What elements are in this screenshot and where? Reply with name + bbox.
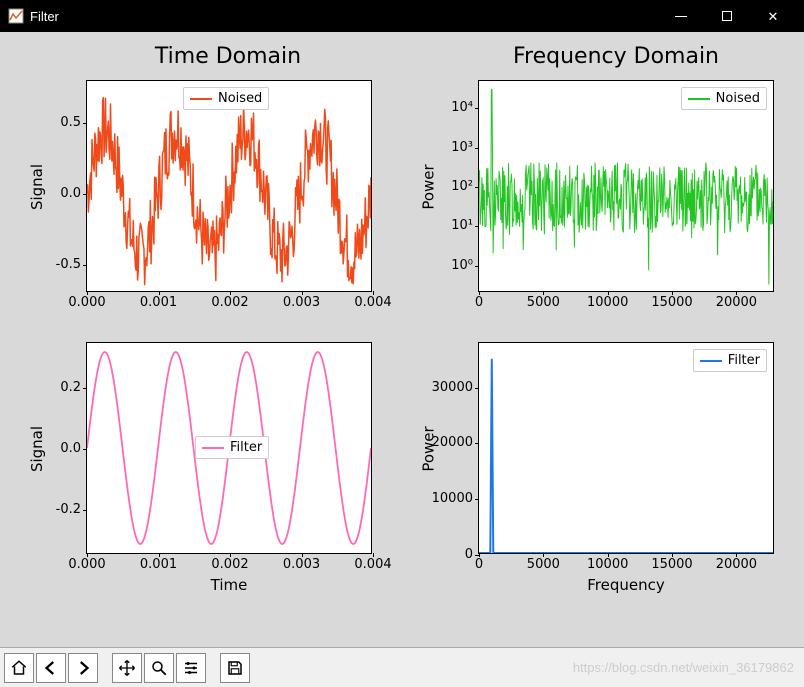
subplot-freq-noised: Noised 10⁰10¹10²10³10⁴050001000015000200…: [478, 80, 774, 292]
legend-swatch: [700, 360, 722, 362]
legend-freq-noised: Noised: [681, 87, 767, 110]
ylabel-time-filter: Signal: [28, 426, 46, 472]
legend-label: Noised: [716, 91, 760, 106]
ylabel-freq-noised: Power: [420, 164, 438, 209]
xlabel-time-filter: Time: [86, 576, 372, 594]
minimize-button[interactable]: [658, 0, 704, 32]
ytick-label: 30000: [432, 380, 479, 395]
legend-time-noised: Noised: [183, 87, 269, 110]
ytick-label: 20000: [432, 435, 479, 450]
legend-swatch: [202, 447, 224, 449]
subplot-time-filter: Filter -0.20.00.20.0000.0010.0020.0030.0…: [86, 342, 372, 554]
legend-swatch: [190, 98, 212, 100]
legend-label: Filter: [230, 440, 262, 455]
back-button[interactable]: [36, 653, 66, 683]
zoom-button[interactable]: [144, 653, 174, 683]
watermark-text: https://blog.csdn.net/weixin_36179862: [573, 660, 800, 675]
col-title-right: Frequency Domain: [456, 44, 776, 69]
legend-freq-filter: Filter: [693, 349, 767, 372]
app-icon: [8, 8, 24, 24]
subplot-freq-filter: Filter 010000200003000005000100001500020…: [478, 342, 774, 554]
ylabel-time-noised: Signal: [28, 164, 46, 210]
home-button[interactable]: [4, 653, 34, 683]
forward-button[interactable]: [68, 653, 98, 683]
pan-button[interactable]: [112, 653, 142, 683]
window-title: Filter: [30, 9, 59, 24]
subplot-time-noised: Noised -0.50.00.50.0000.0010.0020.0030.0…: [86, 80, 372, 292]
matplotlib-toolbar: https://blog.csdn.net/weixin_36179862: [0, 647, 804, 687]
legend-label: Noised: [218, 91, 262, 106]
figure-canvas: Time Domain Frequency Domain Noised -0.5…: [0, 32, 804, 647]
save-button[interactable]: [220, 653, 250, 683]
configure-button[interactable]: [176, 653, 206, 683]
legend-label: Filter: [728, 353, 760, 368]
legend-swatch: [688, 98, 710, 100]
col-title-left: Time Domain: [78, 44, 378, 69]
xlabel-freq-filter: Frequency: [478, 576, 774, 594]
ylabel-freq-filter: Power: [420, 426, 438, 471]
window-titlebar: Filter: [0, 0, 804, 32]
close-button[interactable]: [750, 0, 796, 32]
legend-time-filter: Filter: [195, 436, 269, 459]
ytick-label: 10000: [432, 491, 479, 506]
maximize-button[interactable]: [704, 0, 750, 32]
